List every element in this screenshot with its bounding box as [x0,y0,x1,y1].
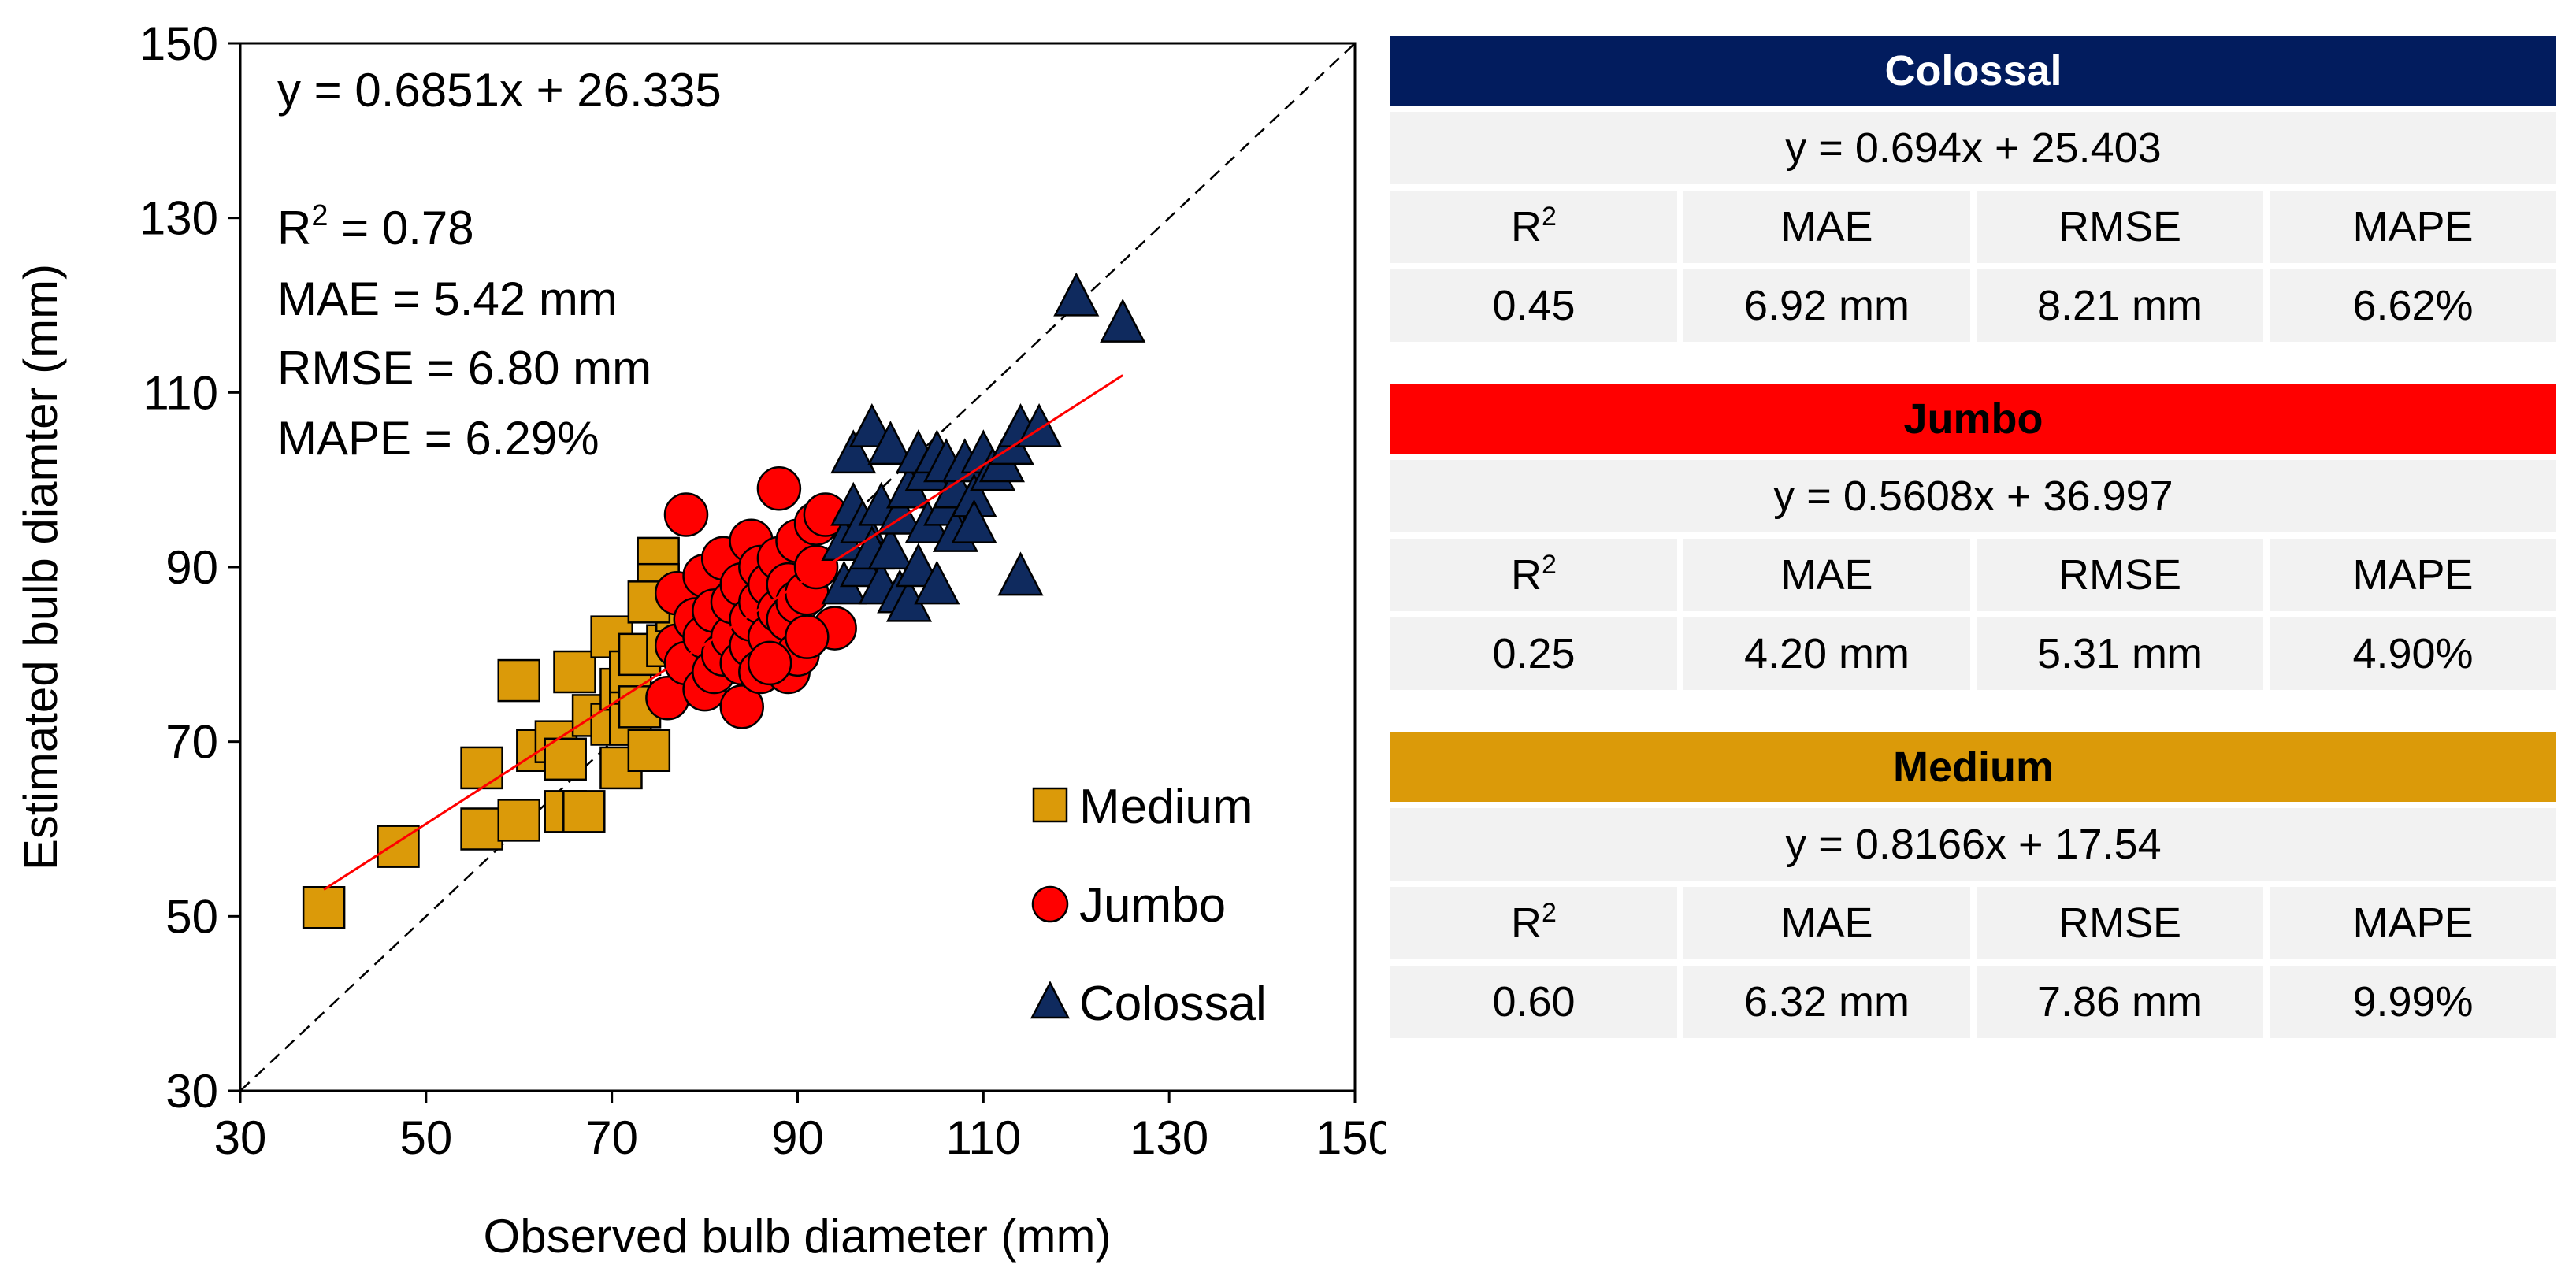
overall-r2: R2 = 0.78 [277,199,474,254]
jumbo-point [747,640,792,686]
y-tick-label: 110 [143,366,218,419]
medium-point [377,825,420,868]
y-tick-label: 30 [165,1065,218,1118]
colossal-equation: y = 0.694x + 25.403 [1390,112,2556,184]
legend-medium-marker [1032,787,1068,823]
colossal-point [997,551,1044,596]
r2-value: 0.60 [1390,966,1677,1038]
x-tick-label: 90 [771,1111,824,1164]
medium-point [497,799,540,842]
rmse-value: 8.21 mm [1977,269,2263,342]
r2-value: 0.45 [1390,269,1677,342]
y-axis-label: Estimated bulb diamter (mm) [14,264,67,870]
mae-value: 4.20 mm [1683,617,1970,690]
x-tick-label: 50 [399,1111,452,1164]
medium-point [460,746,503,790]
medium-point [627,729,671,772]
mape-header: MAPE [2270,539,2556,611]
mape-header: MAPE [2270,191,2556,263]
mae-header: MAE [1683,539,1970,611]
y-tick-label: 70 [165,716,218,769]
medium-point [460,807,503,851]
metrics-tables: Colossal y = 0.694x + 25.403 R2 MAE RMSE… [1390,36,2556,1081]
overall-equation: y = 0.6851x + 26.335 [277,64,722,117]
r2-value: 0.25 [1390,617,1677,690]
overall-rmse: RMSE = 6.80 mm [277,342,651,395]
table-header-colossal: Colossal [1390,36,2556,106]
colossal-point [1053,272,1100,317]
mae-header: MAE [1683,191,1970,263]
y-tick-label: 150 [139,17,218,70]
legend-medium-label: Medium [1079,780,1253,834]
mae-value: 6.32 mm [1683,966,1970,1038]
jumbo-point [756,466,802,511]
medium-point [562,790,606,833]
x-tick-label: 150 [1316,1111,1386,1164]
medium-point [553,650,596,694]
mape-header: MAPE [2270,887,2556,959]
rmse-value: 7.86 mm [1977,966,2263,1038]
mae-value: 6.92 mm [1683,269,1970,342]
scatter-chart: 30 50 70 90 110 130 150 30 50 70 90 110 130 150 Obser… [14,17,1386,1263]
table-header-row: R2 MAE RMSE MAPE [1390,191,2556,263]
legend-colossal-marker [1030,981,1071,1019]
axis-ticks-layer: 30 50 70 90 110 130 150 30 50 70 90 110 130 150 [139,17,1386,1164]
x-axis-label: Observed bulb diameter (mm) [484,1210,1112,1263]
jumbo-point [719,684,764,729]
medium-equation: y = 0.8166x + 17.54 [1390,808,2556,881]
legend-jumbo-marker [1031,885,1069,923]
series-medium [302,536,699,929]
r2-header: R2 [1390,191,1677,263]
jumbo-equation: y = 0.5608x + 36.997 [1390,460,2556,532]
rmse-value: 5.31 mm [1977,617,2263,690]
table-value-row: 0.60 6.32 mm 7.86 mm 9.99% [1390,966,2556,1038]
legend-jumbo-label: Jumbo [1079,878,1226,933]
medium-point [544,737,587,781]
overall-mape: MAPE = 6.29% [277,412,599,465]
mape-value: 9.99% [2270,966,2556,1038]
medium-point [497,658,540,703]
legend: Medium Jumbo Colossal [1030,780,1267,1031]
x-tick-label: 110 [946,1111,1022,1164]
series-colossal [821,272,1146,622]
jumbo-stats-table: Jumbo y = 0.5608x + 36.997 R2 MAE RMSE M… [1390,384,2556,690]
y-tick-label: 130 [139,192,218,245]
mape-value: 6.62% [2270,269,2556,342]
overall-mae: MAE = 5.42 mm [277,273,618,325]
table-header-row: R2 MAE RMSE MAPE [1390,887,2556,959]
colossal-point [914,560,960,605]
colossal-point [1100,298,1146,343]
x-tick-label: 30 [214,1111,267,1164]
legend-colossal-label: Colossal [1079,977,1267,1031]
overall-regression-line [323,374,1124,891]
x-tick-label: 70 [585,1111,638,1164]
jumbo-point [663,492,709,537]
r2-header: R2 [1390,887,1677,959]
table-header-jumbo: Jumbo [1390,384,2556,454]
series-jumbo [645,466,857,729]
table-header-medium: Medium [1390,732,2556,802]
data-points-layer [302,272,1146,929]
colossal-point [867,421,914,465]
table-header-row: R2 MAE RMSE MAPE [1390,539,2556,611]
colossal-point [830,429,877,474]
colossal-stats-table: Colossal y = 0.694x + 25.403 R2 MAE RMSE… [1390,36,2556,342]
mape-value: 4.90% [2270,617,2556,690]
medium-point [302,886,346,929]
rmse-header: RMSE [1977,887,2263,959]
medium-stats-table: Medium y = 0.8166x + 17.54 R2 MAE RMSE M… [1390,732,2556,1038]
table-value-row: 0.25 4.20 mm 5.31 mm 4.90% [1390,617,2556,690]
r2-header: R2 [1390,539,1677,611]
rmse-header: RMSE [1977,191,2263,263]
y-tick-label: 90 [165,541,218,594]
colossal-point [867,525,914,570]
table-value-row: 0.45 6.92 mm 8.21 mm 6.62% [1390,269,2556,342]
jumbo-point [785,614,830,659]
mae-header: MAE [1683,887,1970,959]
colossal-point [951,499,997,543]
rmse-header: RMSE [1977,539,2263,611]
x-tick-label: 130 [1130,1111,1208,1164]
y-tick-label: 50 [165,890,218,943]
regression-line-layer [323,374,1124,891]
